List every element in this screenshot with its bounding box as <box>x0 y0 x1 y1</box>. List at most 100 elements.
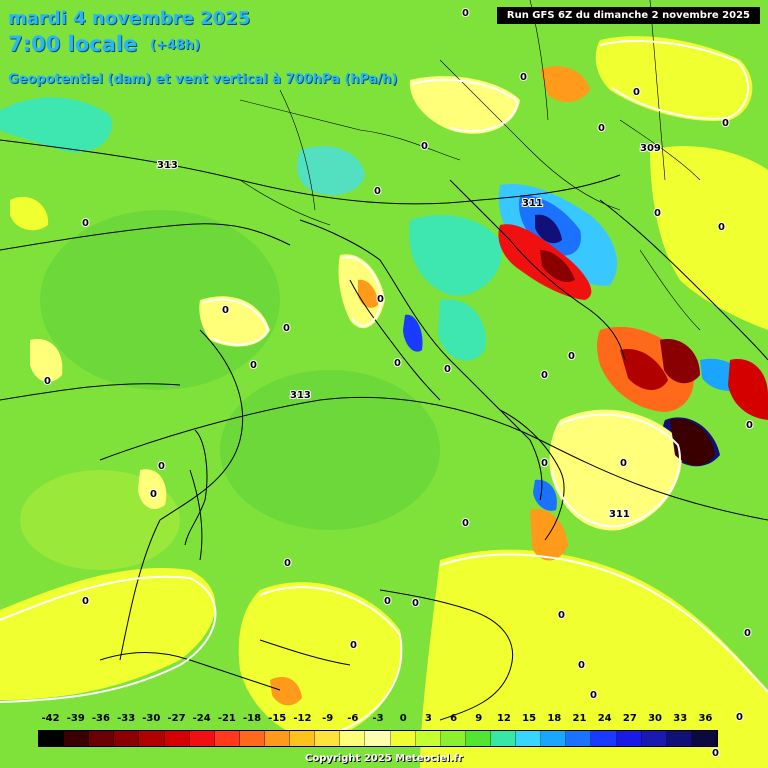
zero-label: 0 <box>250 360 257 371</box>
legend-swatch <box>39 731 65 746</box>
legend-color-bar <box>38 730 718 747</box>
copyright-notice: Copyright 2025 Meteociel.fr <box>305 753 463 764</box>
legend-swatch <box>591 731 617 746</box>
legend-tick-label: -27 <box>167 713 186 724</box>
zero-label: 0 <box>590 690 597 701</box>
zero-label: 0 <box>412 598 419 609</box>
forecast-time: 7:00 locale <box>8 32 138 56</box>
zero-label: 0 <box>654 208 661 219</box>
legend-swatch <box>340 731 366 746</box>
legend-tick-label: -36 <box>91 713 110 724</box>
legend-swatch <box>415 731 441 746</box>
zero-label: 0 <box>736 712 743 723</box>
legend-tick-label: 21 <box>572 713 587 724</box>
legend-tick-label: 15 <box>522 713 537 724</box>
zero-label: 0 <box>462 8 469 19</box>
zero-label: 0 <box>44 376 51 387</box>
legend-swatch <box>189 731 215 746</box>
legend-swatch <box>114 731 140 746</box>
zero-label: 0 <box>158 461 165 472</box>
zero-label: 0 <box>374 186 381 197</box>
legend-tick-label: 6 <box>450 713 458 724</box>
zero-label: 0 <box>284 558 291 569</box>
zero-label: 0 <box>444 364 451 375</box>
color-scale-legend: -42 -39 -36 -33 -30 -27 -24 -21 -18 -15 -12 -9 -6 -3 0… <box>38 713 718 749</box>
geopotential-isolines <box>0 139 768 521</box>
legend-swatch <box>691 731 717 746</box>
zero-label: 0 <box>568 351 575 362</box>
legend-tick-label: 12 <box>496 713 511 724</box>
zero-label: 0 <box>620 458 627 469</box>
zero-label: 0 <box>82 218 89 229</box>
legend-swatch <box>89 731 115 746</box>
legend-swatch <box>440 731 466 746</box>
forecast-lead-time: (+48h) <box>150 38 201 53</box>
zero-label: 0 <box>350 640 357 651</box>
legend-tick-label: -15 <box>268 713 287 724</box>
legend-tick-label: -6 <box>347 713 359 724</box>
legend-tick-label: 30 <box>648 713 662 724</box>
zero-label: 0 <box>82 596 89 607</box>
legend-swatch <box>641 731 667 746</box>
legend-swatch <box>264 731 291 746</box>
legend-tick-label: 9 <box>475 713 483 724</box>
zero-label: 0 <box>633 87 640 98</box>
legend-swatch <box>315 731 341 746</box>
green-patches <box>20 210 440 570</box>
geopotential-label: 311 <box>609 509 630 520</box>
legend-tick-label: -9 <box>322 713 334 724</box>
zero-label: 0 <box>722 118 729 129</box>
legend-tick-label: 24 <box>597 713 612 724</box>
legend-tick-label: 3 <box>424 713 432 724</box>
legend-swatch <box>566 731 592 746</box>
legend-tick-label: -24 <box>192 713 211 724</box>
legend-swatch <box>164 731 190 746</box>
legend-swatch <box>139 731 165 746</box>
zero-label: 0 <box>744 628 751 639</box>
legend-tick-label: -12 <box>293 713 312 724</box>
legend-tick-label: -30 <box>142 713 161 724</box>
map-labels: 313 313 311 311 309 0 0 0 0 0 0 0 0 0 0 … <box>43 7 754 760</box>
zero-label: 0 <box>718 222 725 233</box>
legend-swatch <box>516 731 542 746</box>
legend-swatch <box>541 731 567 746</box>
legend-tick-label: -18 <box>243 713 262 724</box>
zero-label: 0 <box>222 305 229 316</box>
geopotential-label: 311 <box>522 198 543 209</box>
legend-tick-label: -42 <box>41 713 60 724</box>
legend-tick-label: 36 <box>698 713 713 724</box>
legend-swatch <box>64 731 90 746</box>
zero-label: 0 <box>150 489 157 500</box>
zero-label: 0 <box>377 294 384 305</box>
zero-label: 0 <box>421 141 428 152</box>
geopotential-label: 309 <box>640 143 661 154</box>
forecast-date: mardi 4 novembre 2025 <box>8 8 251 29</box>
yellow-subsidence-areas <box>0 36 768 768</box>
coastlines <box>0 179 626 721</box>
zero-label: 0 <box>746 420 753 431</box>
geopotential-label: 313 <box>290 390 311 401</box>
legend-tick-label: -21 <box>217 713 236 724</box>
model-run-label: Run GFS 6Z du dimanche 2 novembre 2025 <box>496 7 760 24</box>
zero-label: 0 <box>541 458 548 469</box>
zero-label: 0 <box>462 518 469 529</box>
legend-tick-label: 0 <box>399 713 407 724</box>
legend-tick-label: -3 <box>372 713 384 724</box>
geopotential-label: 313 <box>157 160 178 171</box>
zero-label: 0 <box>712 748 719 759</box>
zero-label: 0 <box>578 660 585 671</box>
legend-swatch <box>490 731 517 746</box>
legend-swatch <box>239 731 265 746</box>
legend-swatch <box>290 731 316 746</box>
legend-tick-label: 27 <box>622 713 637 724</box>
legend-tick-label: 33 <box>673 713 688 724</box>
zero-label: 0 <box>558 610 565 621</box>
zero-label: 0 <box>384 596 391 607</box>
legend-swatch <box>666 731 692 746</box>
zero-contours <box>0 40 768 736</box>
zero-label: 0 <box>598 123 605 134</box>
legend-tick-label: 18 <box>547 713 562 724</box>
legend-swatch <box>214 731 240 746</box>
